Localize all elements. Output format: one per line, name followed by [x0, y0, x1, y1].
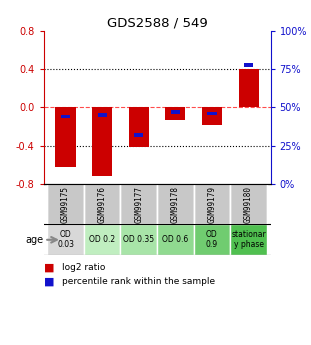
- Text: GSM99179: GSM99179: [207, 186, 216, 223]
- Bar: [165, 107, 185, 120]
- Bar: [120, 184, 157, 224]
- Bar: [98, 113, 107, 117]
- Bar: [55, 107, 76, 167]
- Bar: [157, 224, 194, 255]
- Text: age: age: [26, 235, 44, 245]
- Bar: [171, 110, 180, 114]
- Bar: [194, 184, 230, 224]
- Bar: [47, 224, 84, 255]
- Bar: [239, 69, 259, 107]
- Bar: [230, 184, 267, 224]
- Bar: [47, 184, 84, 224]
- Text: log2 ratio: log2 ratio: [62, 263, 105, 272]
- Text: OD
0.9: OD 0.9: [206, 230, 218, 249]
- Text: ■: ■: [44, 263, 54, 272]
- Bar: [202, 107, 222, 125]
- Bar: [120, 224, 157, 255]
- Text: GSM99176: GSM99176: [98, 186, 107, 223]
- Bar: [92, 107, 112, 176]
- Text: OD 0.6: OD 0.6: [162, 235, 188, 244]
- Bar: [244, 63, 253, 67]
- Text: GSM99177: GSM99177: [134, 186, 143, 223]
- Text: OD 0.2: OD 0.2: [89, 235, 115, 244]
- Bar: [61, 115, 70, 118]
- Text: ■: ■: [44, 276, 54, 286]
- Bar: [134, 133, 143, 137]
- Bar: [129, 107, 149, 147]
- Text: percentile rank within the sample: percentile rank within the sample: [62, 277, 215, 286]
- Bar: [157, 184, 194, 224]
- Bar: [230, 224, 267, 255]
- Bar: [194, 224, 230, 255]
- Bar: [84, 184, 120, 224]
- Text: GSM99178: GSM99178: [171, 186, 180, 223]
- Bar: [84, 224, 120, 255]
- Text: GSM99180: GSM99180: [244, 186, 253, 223]
- Title: GDS2588 / 549: GDS2588 / 549: [107, 17, 207, 30]
- Text: OD 0.35: OD 0.35: [123, 235, 154, 244]
- Bar: [207, 111, 216, 116]
- Text: GSM99175: GSM99175: [61, 186, 70, 223]
- Text: OD
0.03: OD 0.03: [57, 230, 74, 249]
- Text: stationar
y phase: stationar y phase: [231, 230, 266, 249]
